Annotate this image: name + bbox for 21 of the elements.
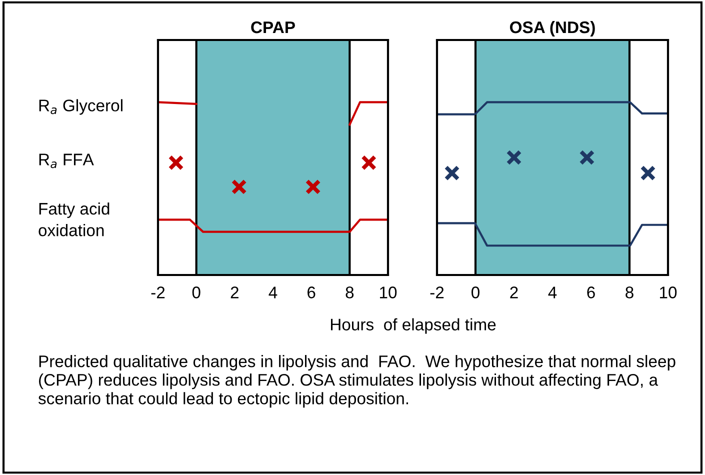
x-axis-title: Hours of elapsed time xyxy=(331,318,496,334)
x-tick-label: -2 xyxy=(151,286,165,298)
x-tick-label: 0 xyxy=(192,286,200,298)
text: R$_{a}$ Glycerol xyxy=(39,99,122,115)
x-tick-label: 10 xyxy=(660,286,677,298)
x-tick-label: 0 xyxy=(472,286,480,298)
text: R$_{a}$ FFA xyxy=(39,154,94,168)
chart-title: CPAP xyxy=(251,21,295,34)
x-tick-label: 6 xyxy=(308,286,316,298)
text: Predicted qualitative changes in lipolysis and FAO. We hypothesize that normal sleep (CPAP) reduces lipolysis and FAO. OSA stimulates lipolysis without affecting FAO, a scenario that could lead to ectopic lipid deposition. xyxy=(38,355,676,408)
text: Fatty acid oxidation xyxy=(38,202,110,236)
x-tick-label: 10 xyxy=(380,286,397,298)
x-tick-label: 8 xyxy=(626,286,634,298)
x-tick-label: 8 xyxy=(346,286,354,298)
x-tick-label: 2 xyxy=(510,286,518,298)
x-tick-label: 2 xyxy=(230,286,238,298)
x-tick-label: 4 xyxy=(268,286,278,298)
chart-title: OSA (NDS) xyxy=(510,20,595,37)
x-tick-label: 6 xyxy=(587,286,595,298)
x-tick-label: -2 xyxy=(430,286,444,298)
x-tick-label: 4 xyxy=(548,286,557,298)
